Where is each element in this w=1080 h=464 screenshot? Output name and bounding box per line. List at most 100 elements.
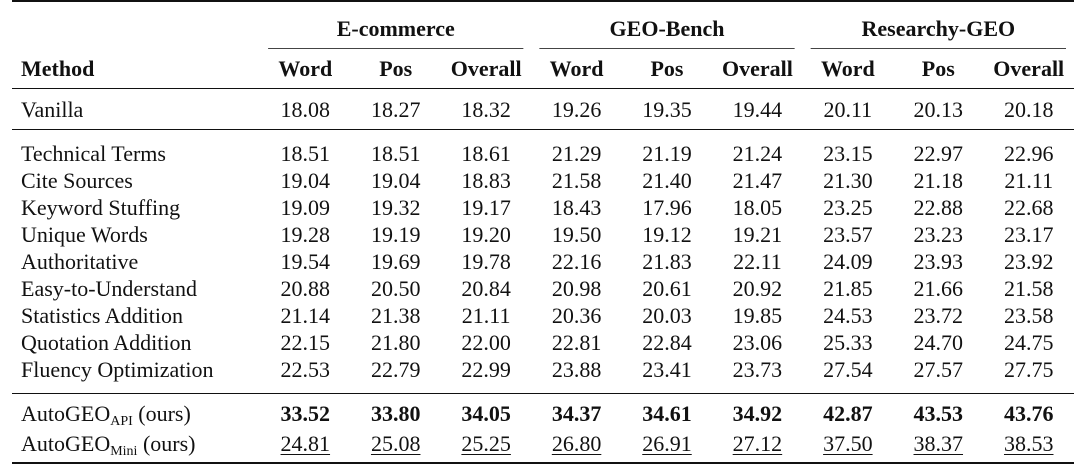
value-cell: 23.41 <box>642 357 692 382</box>
value-cell: 18.83 <box>461 168 511 193</box>
value-cell: 19.69 <box>370 249 421 274</box>
value-cell: 25.33 <box>823 330 873 355</box>
value-cell: 23.58 <box>1003 303 1054 328</box>
value-cell: 18.27 <box>350 88 441 130</box>
metric-header-geo-bench-overall: Overall <box>721 55 793 81</box>
value-text: 42.87 <box>823 400 873 426</box>
metric-header-geo-bench-pos: Pos <box>650 55 684 81</box>
strategy-row: Technical Terms 18.51 18.51 18.61 21.29 21.19… <box>12 129 1074 167</box>
group-header-researchy-geo: Researchy-GEO <box>802 0 1074 48</box>
group-header-row: E-commerce GEO-Bench Researchy-GEO <box>12 0 1074 48</box>
value-cell: 27.54 <box>823 357 873 382</box>
value-cell: 22.16 <box>551 249 602 274</box>
value-cell: 22.96 <box>983 129 1074 167</box>
value-cell: 21.83 <box>642 249 692 274</box>
value-cell: 23.17 <box>1003 222 1054 247</box>
value-text: 26.80 <box>551 430 602 456</box>
value-cell: 21.47 <box>732 168 783 193</box>
strategy-row: Easy-to-Understand 20.88 20.50 20.84 20.98 20… <box>12 275 1074 302</box>
value-cell: 20.84 <box>461 276 511 301</box>
value-cell: 18.51 <box>350 129 441 167</box>
value-cell: 19.21 <box>732 222 783 247</box>
value-cell: 20.18 <box>983 88 1074 130</box>
value-cell: 19.78 <box>461 249 511 274</box>
results-table: E-commerce GEO-Bench Researchy-GEO Metho… <box>12 0 1074 464</box>
value-cell: 20.03 <box>642 303 692 328</box>
value-cell: 25.25 <box>440 428 532 464</box>
value-cell: 21.85 <box>823 276 873 301</box>
method-suffix: (ours) <box>137 430 196 456</box>
metric-header-researchy-geo-pos: Pos <box>921 55 955 81</box>
value-cell: 22.15 <box>280 330 331 355</box>
group-header-ecommerce: E-commerce <box>260 0 532 48</box>
value-cell: 22.00 <box>461 330 511 355</box>
header-spacer <box>12 0 261 48</box>
value-cell: 18.05 <box>732 195 783 220</box>
value-cell: 21.11 <box>461 303 511 328</box>
value-cell: 33.80 <box>350 393 441 428</box>
method-name: Easy-to-Understand <box>21 276 197 301</box>
value-cell: 22.99 <box>461 357 511 382</box>
value-cell: 20.13 <box>893 88 984 130</box>
value-cell: 19.17 <box>461 195 511 220</box>
value-cell: 22.97 <box>893 129 984 167</box>
metric-header-researchy-geo-overall: Overall <box>993 55 1065 81</box>
value-cell: 26.91 <box>621 428 713 464</box>
value-cell: 26.80 <box>531 428 622 464</box>
value-cell: 27.57 <box>913 357 964 382</box>
method-name: Keyword Stuffing <box>21 195 181 220</box>
value-cell: 23.93 <box>913 249 964 274</box>
value-cell: 20.61 <box>642 276 692 301</box>
value-cell: 21.40 <box>642 168 692 193</box>
value-cell: 21.38 <box>370 303 421 328</box>
value-cell: 18.51 <box>260 129 351 167</box>
method-subscript: API <box>110 413 133 429</box>
value-text: 24.81 <box>280 430 331 456</box>
method-name: Fluency Optimization <box>21 357 214 382</box>
strategy-row: Fluency Optimization 22.53 22.79 22.99 23.88… <box>12 356 1074 394</box>
value-cell: 22.79 <box>370 357 421 382</box>
strategy-row: Unique Words 19.28 19.19 19.20 19.50 19.12 19.… <box>12 221 1074 248</box>
value-cell: 34.61 <box>621 393 713 428</box>
method-name: Authoritative <box>21 249 139 274</box>
value-text: 26.91 <box>642 430 692 456</box>
method-base: AutoGEO <box>21 430 111 456</box>
value-cell: 23.57 <box>823 222 873 247</box>
value-cell: 23.23 <box>913 222 964 247</box>
value-cell: 19.85 <box>732 303 783 328</box>
value-cell: 18.32 <box>440 88 532 130</box>
value-cell: 34.05 <box>440 393 532 428</box>
value-cell: 33.52 <box>260 393 351 428</box>
value-cell: 19.04 <box>370 168 421 193</box>
method-name: Unique Words <box>21 222 148 247</box>
value-cell: 19.35 <box>621 88 713 130</box>
value-text: 34.92 <box>732 400 783 426</box>
value-cell: 43.76 <box>983 393 1074 428</box>
value-cell: 22.53 <box>280 357 331 382</box>
value-text: 34.37 <box>551 400 602 426</box>
metric-header-geo-bench-word: Word <box>549 55 604 81</box>
value-cell: 37.50 <box>802 428 894 464</box>
value-cell: 25.08 <box>350 428 441 464</box>
value-cell: 21.58 <box>551 168 602 193</box>
value-cell: 19.44 <box>712 88 803 130</box>
value-cell: 20.11 <box>802 88 894 130</box>
value-cell: 18.43 <box>551 195 602 220</box>
value-text: 25.25 <box>461 430 511 456</box>
value-cell: 20.92 <box>732 276 783 301</box>
value-cell: 20.36 <box>551 303 602 328</box>
value-text: 38.37 <box>913 430 964 456</box>
table-body: Vanilla 18.08 18.27 18.32 19.26 19.35 19.44 20.… <box>12 88 1074 464</box>
value-cell: 19.32 <box>370 195 421 220</box>
metric-header-ecommerce-word: Word <box>278 55 333 81</box>
value-cell: 23.73 <box>732 357 783 382</box>
value-cell: 24.81 <box>260 428 351 464</box>
value-cell: 21.29 <box>531 129 622 167</box>
value-cell: 34.37 <box>531 393 622 428</box>
value-text: 37.50 <box>823 430 873 456</box>
value-cell: 23.15 <box>802 129 894 167</box>
value-cell: 21.30 <box>823 168 873 193</box>
value-text: 27.12 <box>732 430 783 456</box>
group-header-geo-bench: GEO-Bench <box>531 0 803 48</box>
value-text: 38.53 <box>1003 430 1054 456</box>
